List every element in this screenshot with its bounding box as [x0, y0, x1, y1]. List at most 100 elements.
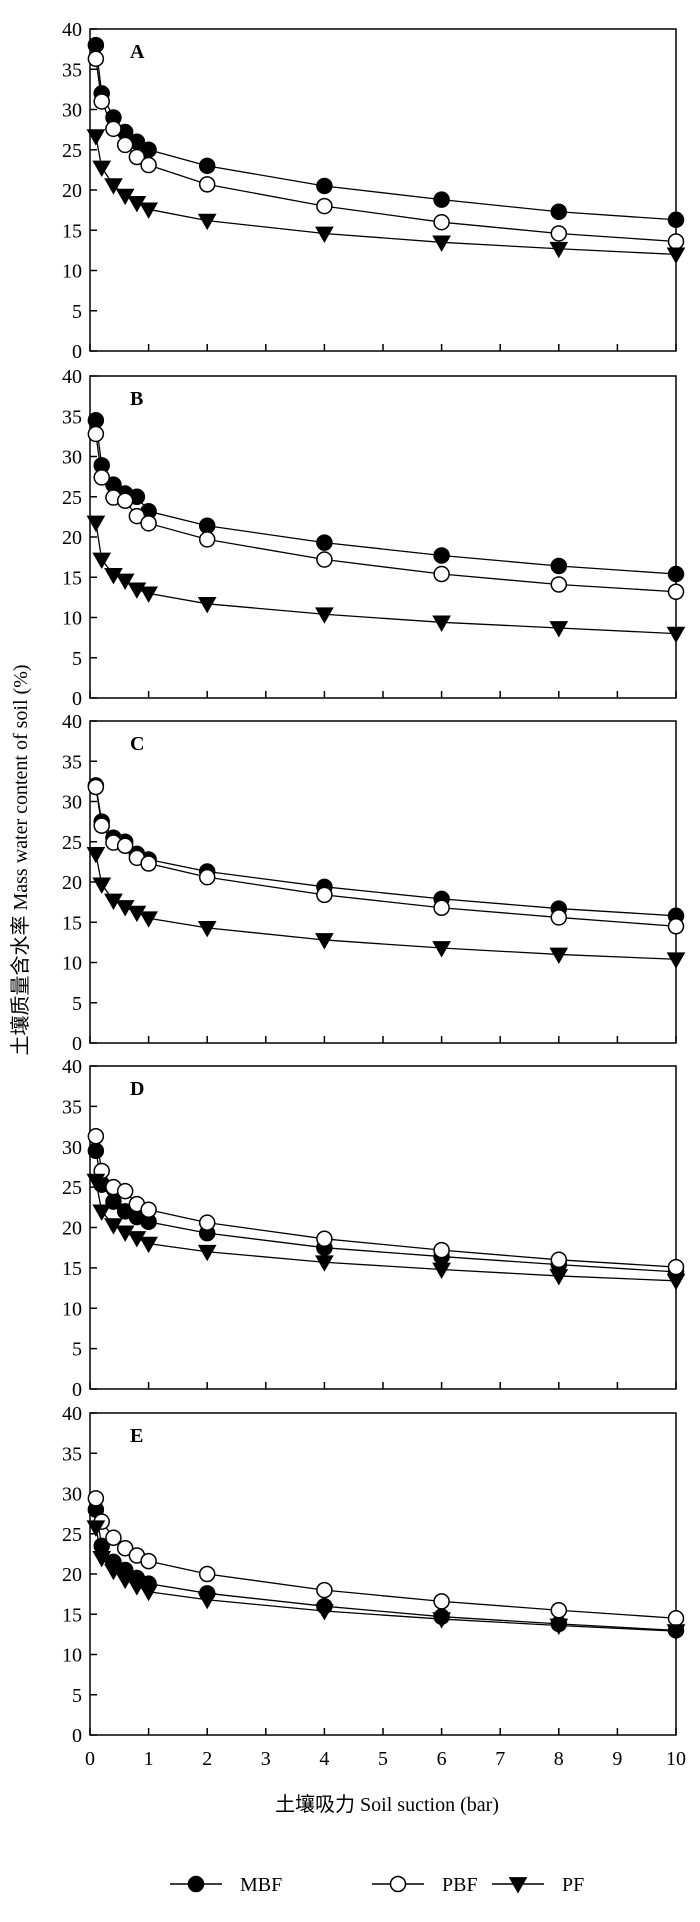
y-tick-label: 20 [62, 872, 82, 894]
data-point [139, 1584, 158, 1602]
data-point [432, 941, 451, 958]
legend-label: PBF [442, 1874, 478, 1896]
data-point [87, 778, 105, 796]
data-point [197, 1592, 217, 1610]
legend-item-PF: PF [492, 1874, 584, 1896]
data-point [198, 531, 216, 548]
y-tick-label: 35 [62, 1443, 82, 1465]
data-point [198, 868, 216, 886]
data-point [549, 1269, 569, 1286]
data-point [92, 552, 112, 570]
data-point [549, 1618, 569, 1636]
data-point [667, 1610, 685, 1627]
series-line [95, 1150, 677, 1273]
y-tick-label: 25 [62, 140, 82, 162]
y-tick-label: 0 [72, 1379, 82, 1401]
data-point [667, 565, 685, 583]
y-tick-label: 40 [62, 366, 82, 388]
data-point [87, 1490, 105, 1507]
panel-D: 0 5 10 15 20 25 30 35 40 D [62, 1056, 686, 1401]
legend-marker [187, 1875, 205, 1893]
y-tick-label: 25 [62, 487, 82, 509]
x-tick-label: 7 [495, 1748, 505, 1770]
data-point [116, 492, 134, 510]
data-point [198, 517, 216, 534]
y-tick-label: 40 [62, 19, 82, 41]
x-tick-label: 9 [612, 1748, 622, 1770]
data-point [549, 621, 569, 638]
legend-marker [508, 1877, 528, 1894]
data-point [86, 1520, 106, 1537]
data-point [92, 1551, 112, 1568]
data-point [92, 1204, 112, 1221]
data-point [432, 1262, 451, 1279]
legend-label: MBF [240, 1874, 282, 1896]
data-point [198, 157, 216, 175]
y-tick-label: 10 [62, 1645, 82, 1667]
legend-marker [389, 1875, 407, 1893]
data-point [198, 1214, 216, 1231]
data-point [140, 855, 157, 872]
data-point [93, 817, 110, 834]
y-tick-label: 30 [62, 1484, 82, 1506]
data-point [315, 607, 334, 624]
legend-item-PBF: PBF [372, 1874, 478, 1896]
data-point [550, 203, 568, 220]
data-point [315, 226, 334, 243]
data-point [315, 1255, 334, 1272]
data-point [87, 50, 105, 68]
data-point [87, 1142, 105, 1160]
y-tick-label: 0 [72, 1033, 82, 1055]
data-point [433, 565, 450, 583]
data-point [104, 178, 123, 195]
y-tick-label: 5 [72, 648, 82, 670]
data-point [316, 1581, 333, 1599]
data-point [198, 176, 216, 193]
data-point [105, 120, 122, 138]
panel-B: 0 5 10 15 20 25 30 35 40 B [62, 366, 686, 710]
legend-label: PF [562, 1874, 584, 1896]
data-point [666, 626, 686, 644]
data-point [140, 156, 157, 174]
series-PBF [87, 778, 685, 935]
panel-label: C [130, 733, 144, 755]
series-line [95, 45, 677, 221]
data-point [116, 1539, 134, 1557]
x-tick-label: 2 [202, 1748, 212, 1770]
data-point [116, 1182, 134, 1200]
panel-label: B [130, 388, 143, 410]
y-tick-label: 10 [62, 261, 82, 283]
series-PF [86, 129, 686, 264]
y-tick-label: 15 [62, 567, 82, 589]
data-point [316, 1230, 333, 1248]
data-point [104, 1563, 123, 1581]
series-line [95, 1136, 677, 1268]
series-PF [86, 515, 686, 644]
y-tick-label: 5 [72, 1685, 82, 1707]
y-tick-label: 20 [62, 527, 82, 549]
data-point [87, 425, 105, 443]
data-point [432, 1612, 451, 1629]
data-point [433, 213, 450, 231]
data-point [197, 921, 217, 938]
series-PBF [87, 1128, 685, 1276]
series-MBF [87, 1142, 685, 1281]
data-point [86, 846, 106, 864]
y-tick-label: 25 [62, 1524, 82, 1546]
data-point [316, 534, 333, 551]
data-point [116, 837, 134, 855]
data-point [198, 1565, 216, 1583]
x-tick-label: 1 [144, 1748, 154, 1770]
legend: MBF PBF PF [170, 1874, 584, 1896]
y-tick-label: 30 [62, 792, 82, 814]
panel-label: D [130, 1078, 144, 1100]
x-axis-label: 土壤吸力 Soil suction (bar) [275, 1793, 499, 1816]
data-point [315, 1604, 334, 1621]
data-point [197, 596, 217, 614]
y-axis-label: 土壤质量含水率 Mass water content of soil (%) [9, 664, 32, 1055]
data-point [432, 235, 451, 252]
series-line [95, 1498, 677, 1619]
y-tick-label: 35 [62, 1096, 82, 1118]
y-tick-label: 0 [72, 1725, 82, 1747]
